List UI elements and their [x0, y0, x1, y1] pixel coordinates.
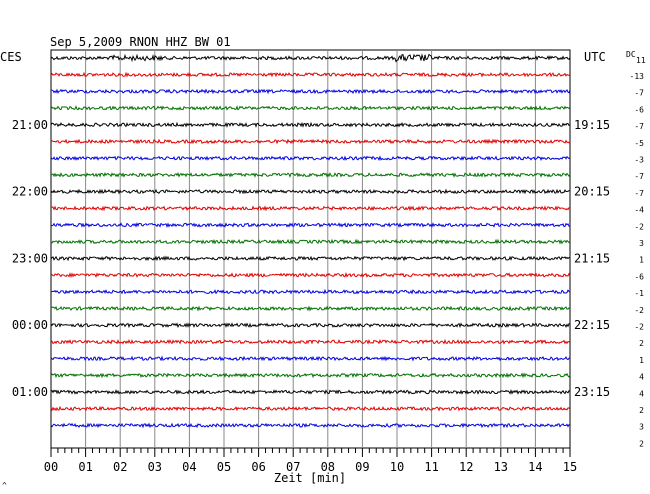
dc-offset-label: 4	[639, 389, 644, 398]
grid-layer	[50, 49, 571, 449]
trace-line	[50, 188, 571, 195]
x-tick-label: 04	[182, 460, 196, 474]
trace-line	[50, 205, 571, 212]
trace-line	[50, 155, 571, 162]
dc-offset-label: 3	[639, 423, 644, 432]
x-tick-label: 13	[494, 460, 508, 474]
dc-offset-label: -13	[630, 72, 645, 81]
dc-offset-label: 2	[639, 406, 644, 415]
dc-offset-label: 3	[639, 239, 644, 248]
trace-line	[50, 138, 571, 145]
right-time-label: 21:15	[574, 251, 610, 265]
dc-label: DC	[626, 50, 636, 59]
dc-offset-label: -2	[634, 323, 644, 332]
right-time-label: 20:15	[574, 185, 610, 199]
chart-title: Sep 5,2009 RNON HHZ BW 01	[50, 35, 231, 49]
dc-offset-label: -2	[634, 306, 644, 315]
dc-offset-label: -7	[634, 172, 644, 181]
dc-offset-label: -7	[634, 189, 644, 198]
x-tick-label: 02	[113, 460, 127, 474]
left-time-label: 00:00	[12, 318, 48, 332]
ticks-layer	[50, 448, 571, 457]
trace-line	[50, 355, 571, 362]
x-tick-label: 00	[44, 460, 58, 474]
right-time-label: 23:15	[574, 385, 610, 399]
trace-line	[50, 105, 571, 111]
trace-line	[50, 121, 570, 128]
left-time-label: 01:00	[12, 385, 48, 399]
dc-offset-label: 1	[639, 256, 644, 265]
trace-line	[50, 88, 571, 95]
x-tick-label: 10	[390, 460, 404, 474]
trace-line	[50, 338, 571, 345]
trace-line	[50, 372, 571, 379]
corner-mark: ^	[2, 481, 7, 490]
trace-line	[50, 288, 571, 295]
left-time-label: 22:00	[12, 185, 48, 199]
left-time-label: 21:00	[12, 118, 48, 132]
dc-offset-label: -4	[634, 206, 644, 215]
trace-line	[50, 305, 571, 312]
dc-first-value: 11	[636, 56, 646, 65]
x-tick-label: 11	[424, 460, 438, 474]
trace-line	[50, 405, 571, 412]
x-tick-label: 08	[321, 460, 335, 474]
x-tick-label: 01	[78, 460, 92, 474]
dc-offset-label: -5	[634, 139, 644, 148]
x-tick-label: 09	[355, 460, 369, 474]
x-tick-label: 06	[251, 460, 265, 474]
left-time-labels: 21:00 22:00 23:00 00:00 01:00	[12, 118, 48, 399]
dc-offset-labels: -13 -7 -6 -7 -5 -3 -7 -7 -4 -2 3 1 -6 -1 -2 -2 2 1 4 4 2 3 2	[630, 72, 645, 448]
dc-offset-label: 1	[639, 356, 644, 365]
dc-offset-label: -2	[634, 222, 644, 231]
x-axis-label: Zeit [min]	[274, 471, 346, 485]
x-tick-label: 05	[217, 460, 231, 474]
x-tick-labels: 00 01 02 03 04 05 06 07 08 09 10 11 12 13 14 15	[44, 460, 577, 474]
x-tick-label: 14	[528, 460, 542, 474]
dc-offset-label: -3	[634, 156, 644, 165]
right-time-label: 22:15	[574, 318, 610, 332]
right-time-label: 19:15	[574, 118, 610, 132]
x-tick-label: 12	[459, 460, 473, 474]
dc-offset-label: 4	[639, 373, 644, 382]
x-tick-label: 15	[563, 460, 577, 474]
x-tick-label: 07	[286, 460, 300, 474]
trace-line	[50, 222, 571, 228]
dc-offset-label: -7	[634, 122, 644, 131]
right-time-labels: 19:15 20:15 21:15 22:15 23:15	[574, 118, 610, 399]
trace-line	[50, 389, 571, 395]
trace-line	[50, 322, 571, 329]
right-axis-label: UTC	[584, 50, 606, 64]
dc-offset-label: 2	[639, 339, 644, 348]
dc-offset-label: -6	[634, 272, 644, 281]
dc-offset-label: 2	[639, 439, 644, 448]
dc-offset-label: -7	[634, 89, 644, 98]
trace-line	[50, 255, 571, 262]
trace-line	[50, 422, 571, 429]
trace-line	[50, 238, 571, 245]
trace-line	[50, 71, 571, 78]
traces-layer	[50, 53, 571, 429]
dc-offset-label: -1	[634, 289, 644, 298]
trace-line	[50, 272, 571, 279]
trace-line	[50, 53, 571, 63]
dc-offset-label: -6	[634, 105, 644, 114]
x-tick-label: 03	[148, 460, 162, 474]
trace-line	[50, 172, 571, 178]
left-time-label: 23:00	[12, 251, 48, 265]
left-axis-label: CES	[0, 50, 22, 64]
plot-frame	[50, 49, 571, 449]
